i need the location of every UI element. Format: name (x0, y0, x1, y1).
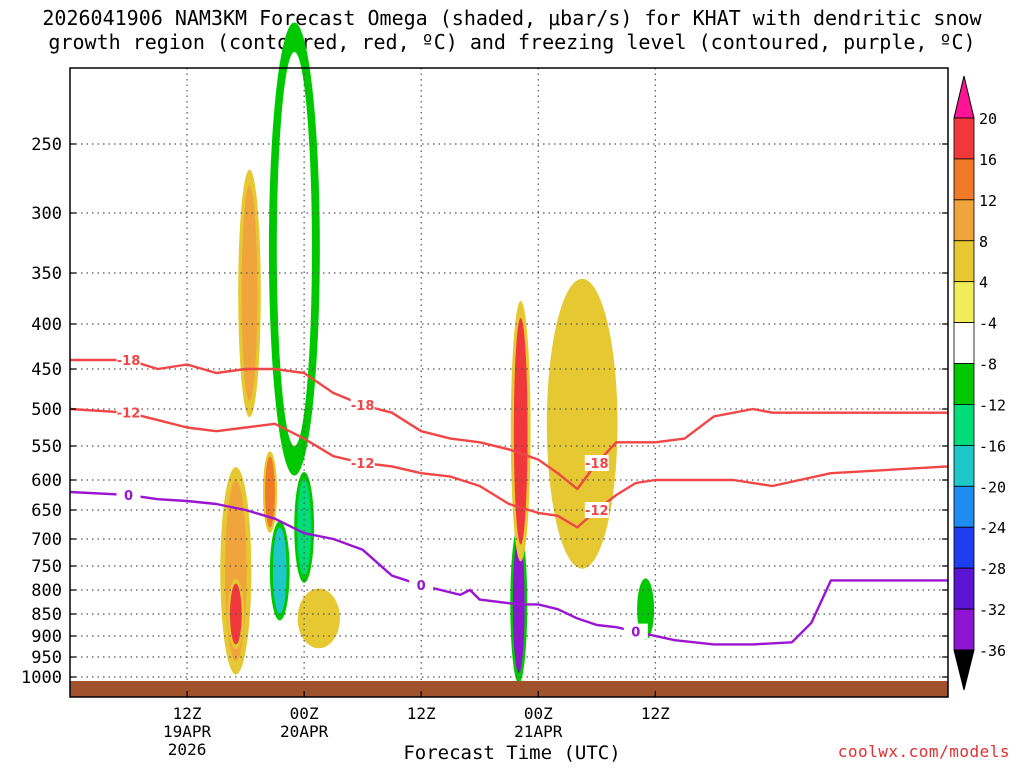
ground-terrain (70, 681, 948, 697)
plot-area (70, 68, 948, 697)
contour-label-2-2: 0 (631, 626, 640, 641)
x-axis-title: Forecast Time (UTC) (403, 742, 621, 764)
colorbar-segment-7 (953, 404, 975, 446)
colorbar-segment-12 (953, 608, 975, 651)
omega-core-11 (639, 582, 652, 636)
omega-core-2 (241, 185, 258, 401)
contour-line-0 (70, 358, 948, 491)
y-tick-label-300: 300 (31, 204, 62, 224)
colorbar-label-11: -28 (979, 560, 1006, 578)
colorbar-label-10: -24 (979, 519, 1006, 537)
contour-label-bg-1-0 (116, 404, 141, 421)
y-tick-label-450: 450 (31, 360, 62, 380)
x-tick-label-54-0: 12Z (641, 704, 670, 723)
colorbar-label-2: 12 (979, 192, 997, 210)
colorbar-segment-9 (953, 485, 975, 528)
omega-shading (220, 22, 655, 684)
y-tick-label-600: 600 (31, 471, 62, 491)
colorbar-segment-1 (953, 158, 975, 201)
x-tick-label-6-0: 12Z (173, 704, 202, 723)
contour-label-bg-2-2 (623, 623, 648, 640)
colorbar-segment-8 (953, 444, 975, 487)
omega-core-10 (557, 297, 607, 550)
colorbar-label-3: 8 (979, 233, 988, 251)
x-tick-label-6-1: 19APR (163, 722, 212, 741)
colorbar-label-0: 20 (979, 110, 997, 128)
x-tick-label-6-2: 2026 (168, 740, 207, 759)
contour-label-bg-1-2 (584, 502, 609, 518)
contour-label-bg-0-0 (116, 352, 141, 368)
x-tick-label-42-1: 21APR (514, 722, 563, 741)
contour-line-2 (69, 490, 948, 646)
plot-frame (69, 67, 949, 698)
omega-core-5 (276, 52, 312, 446)
y-tick-label-850: 850 (31, 605, 62, 625)
y-tick-label-500: 500 (31, 400, 62, 420)
colorbar-label-8: -16 (979, 437, 1006, 455)
contour-label-0-1: -18 (351, 399, 375, 414)
omega-core-7 (304, 592, 334, 645)
contour-label-bg-0-1 (350, 397, 375, 413)
colorbar-label-12: -32 (979, 601, 1006, 619)
colorbar-top-arrow (953, 75, 975, 119)
colorbar-segment-4 (953, 281, 975, 324)
colorbar-segment-10 (953, 526, 975, 569)
contour-label-2-1: 0 (417, 579, 426, 594)
contour-label-1-2: -12 (585, 504, 609, 519)
colorbar-label-4: 4 (979, 274, 988, 292)
colorbar-label-1: 16 (979, 151, 997, 169)
y-tick-label-400: 400 (31, 315, 62, 335)
x-tick-label-42-0: 00Z (524, 704, 553, 723)
y-tick-label-700: 700 (31, 530, 62, 550)
omega-core-3 (265, 456, 275, 528)
colorbar-label-5: -4 (979, 315, 997, 333)
contour-label-2-0: 0 (124, 489, 133, 504)
x-tick-label-30-0: 12Z (407, 704, 436, 723)
contour-label-bg-1-1 (350, 455, 375, 471)
contour-label-bg-2-1 (409, 577, 434, 594)
x-tick-label-18-0: 00Z (290, 704, 319, 723)
colorbar-label-9: -20 (979, 478, 1006, 496)
y-tick-label-250: 250 (31, 135, 62, 155)
colorbar-bottom-arrow (953, 649, 975, 691)
colorbar-segment-3 (953, 240, 975, 283)
colorbar-label-6: -8 (979, 356, 997, 374)
y-tick-label-750: 750 (31, 557, 62, 577)
y-tick-label-950: 950 (31, 648, 62, 668)
colorbar-segment-5 (953, 322, 975, 364)
omega-core-9 (513, 318, 528, 545)
contour-label-0-0: -18 (117, 354, 141, 369)
credit-text: coolwx.com/models (837, 742, 1010, 761)
contour-label-bg-2-0 (116, 487, 141, 503)
chart-title-line1: 2026041906 NAM3KM Forecast Omega (shaded… (42, 6, 982, 30)
colorbar-segment-2 (953, 199, 975, 242)
colorbar-label-7: -12 (979, 396, 1006, 414)
y-tick-label-550: 550 (31, 437, 62, 457)
y-tick-label-650: 650 (31, 501, 62, 521)
omega-core-6 (297, 479, 311, 576)
y-tick-label-1000: 1000 (21, 668, 62, 688)
contour-line-1 (69, 407, 949, 529)
x-tick-label-18-1: 20APR (280, 722, 329, 741)
contour-label-bg-0-2 (584, 455, 609, 471)
contour-label-1-0: -12 (117, 407, 141, 422)
omega-core-4 (272, 527, 287, 614)
contour-label-1-1: -12 (351, 457, 375, 472)
y-tick-label-350: 350 (31, 264, 62, 284)
colorbar-segment-11 (953, 567, 975, 610)
colorbar-segment-6 (953, 363, 975, 405)
colorbar-segment-0 (953, 117, 975, 160)
y-tick-label-800: 800 (31, 581, 62, 601)
contour-label-0-2: -18 (585, 457, 609, 472)
colorbar-label-13: -36 (979, 642, 1006, 660)
y-tick-label-900: 900 (31, 627, 62, 647)
